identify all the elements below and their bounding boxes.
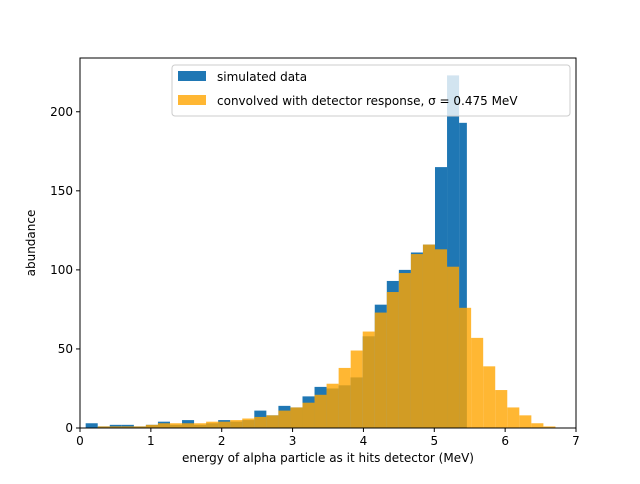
convolved-bar-31 (471, 337, 484, 428)
x-tick-label: 5 (430, 434, 438, 448)
convolved-bar-0 (97, 426, 110, 428)
y-axis-label: abundance (24, 210, 38, 277)
convolved-bar-10 (218, 421, 231, 428)
y-tick-label: 200 (50, 105, 73, 119)
convolved-bar-19 (326, 383, 339, 428)
convolved-bar-27 (422, 244, 435, 428)
convolved-bar-16 (290, 407, 303, 428)
convolved-bar-35 (519, 415, 532, 428)
y-tick-label: 150 (50, 184, 73, 198)
convolved-bar-2 (121, 426, 134, 428)
y-axis-ticks: 0 50 100 150 200 (50, 105, 80, 435)
convolved-bar-22 (362, 331, 375, 428)
convolved-bar-18 (314, 394, 327, 428)
x-tick-label: 2 (218, 434, 226, 448)
legend-label-convolved: convolved with detector response, σ = 0.… (217, 94, 518, 108)
convolved-bar-36 (531, 423, 544, 428)
convolved-bar-1 (109, 426, 122, 428)
y-tick-label: 50 (58, 342, 73, 356)
simulated-bar-0 (85, 423, 98, 428)
convolved-bar-12 (242, 418, 255, 428)
convolved-bar-26 (410, 254, 423, 428)
legend: simulated data convolved with detector r… (171, 64, 571, 117)
x-tick-label: 4 (360, 434, 368, 448)
convolved-bar-11 (230, 420, 243, 428)
convolved-bar-23 (374, 312, 387, 428)
convolved-bar-25 (398, 273, 411, 428)
convolved-bar-32 (483, 366, 496, 428)
x-tick-label: 0 (76, 434, 84, 448)
convolved-bar-4 (145, 424, 158, 428)
convolved-bar-15 (278, 410, 291, 428)
legend-swatch-convolved (178, 95, 206, 105)
x-tick-label: 6 (501, 434, 509, 448)
x-tick-label: 3 (289, 434, 297, 448)
bars-layer (85, 75, 556, 429)
x-tick-label: 1 (147, 434, 155, 448)
axes-frame (79, 57, 577, 429)
legend-label-simulated: simulated data (217, 70, 307, 84)
y-tick-label: 0 (65, 421, 73, 435)
convolved-bar-17 (302, 402, 315, 428)
convolved-bar-14 (266, 415, 279, 428)
convolved-bar-13 (254, 416, 267, 428)
convolved-bar-5 (157, 423, 170, 428)
convolved-bar-8 (194, 423, 207, 428)
legend-swatch-simulated (178, 71, 206, 81)
legend-box (171, 64, 571, 117)
convolved-bar-30 (459, 307, 472, 428)
convolved-bar-3 (133, 426, 146, 428)
y-tick-label: 100 (50, 263, 73, 277)
convolved-bar-29 (447, 266, 460, 428)
x-axis-ticks: 0 1 2 3 4 5 6 7 (76, 428, 580, 448)
plot-area (79, 57, 577, 429)
convolved-bar-20 (338, 367, 351, 428)
convolved-bar-24 (386, 292, 399, 428)
convolved-bar-37 (543, 426, 556, 428)
convolved-bar-28 (434, 249, 448, 428)
convolved-bar-33 (495, 390, 508, 428)
convolved-bar-34 (507, 407, 520, 428)
convolved-bar-9 (206, 421, 219, 428)
x-tick-label: 7 (572, 434, 580, 448)
convolved-bar-7 (182, 423, 195, 428)
simulated-bar-31 (459, 122, 467, 428)
x-axis-label: energy of alpha particle as it hits dete… (182, 451, 474, 465)
convolved-bar-21 (350, 350, 363, 428)
convolved-bar-6 (169, 423, 183, 428)
